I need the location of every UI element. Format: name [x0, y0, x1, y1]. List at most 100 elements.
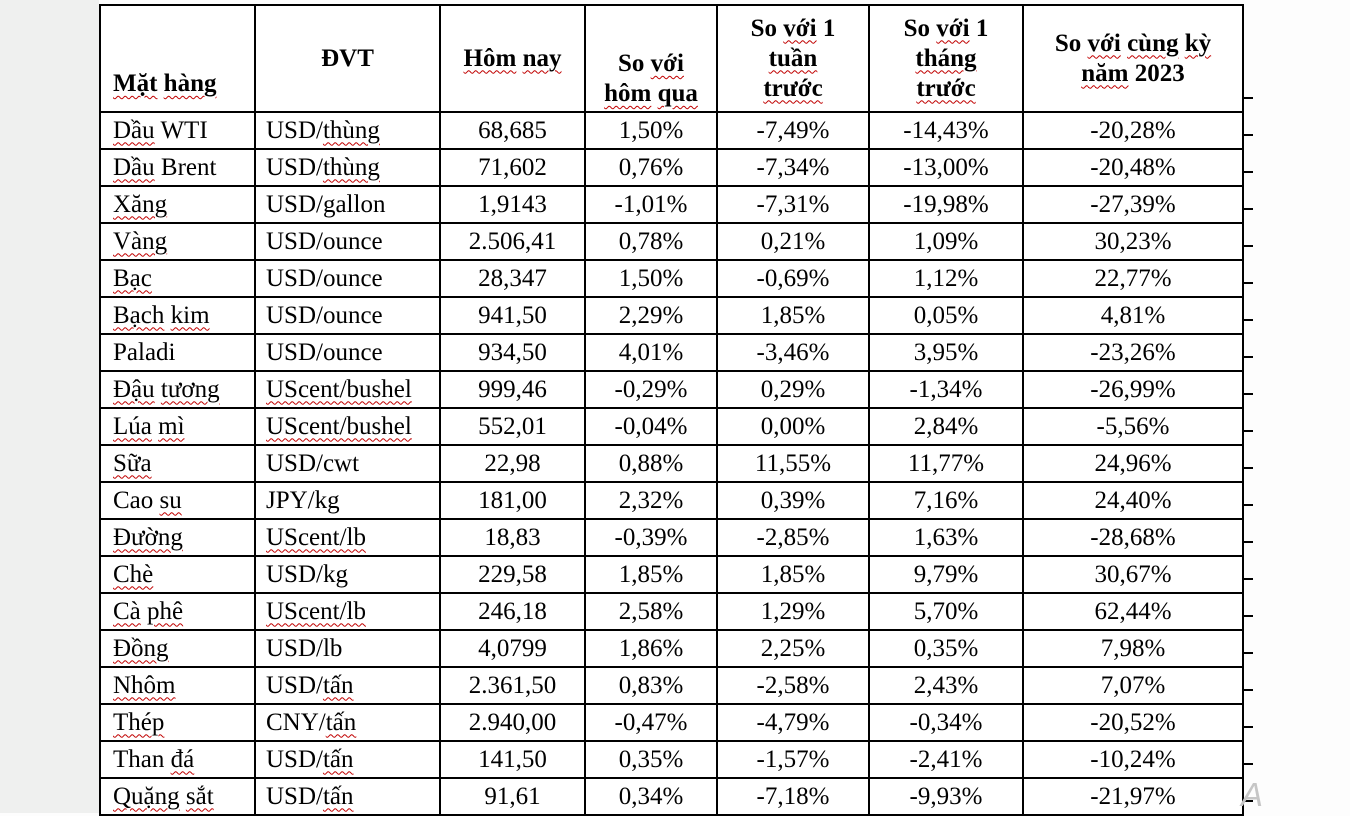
cell-vs-1-week: 0,21%	[716, 222, 870, 261]
cell-today: 181,00	[439, 481, 586, 520]
misspelled-word: su	[159, 486, 182, 514]
table-body: Dầu WTI USD/thùng 68,685 1,50% -7,49% -14,43%…	[99, 111, 1244, 816]
cell-today: 4,0799	[439, 629, 586, 668]
table-row: Nhôm USD/tấn 2.361,50 0,83% -2,58% 2,43% 7,07%	[99, 666, 1244, 705]
cell-commodity: Than đá	[99, 740, 256, 779]
cell-today: 28,347	[439, 259, 586, 298]
table-row: Vàng USD/ounce 2.506,41 0,78% 0,21% 1,09% 30,2…	[99, 222, 1244, 261]
misspelled-word: Vàng	[113, 227, 168, 255]
table-row: Đường UScent/lb 18,83 -0,39% -2,85% 1,63% -28,…	[99, 518, 1244, 557]
cell-vs-1-month: -0,34%	[868, 703, 1024, 742]
cell-today: 68,685	[439, 111, 586, 150]
cell-commodity: Bạc	[99, 259, 256, 298]
cell-vs-1-month: 11,77%	[868, 444, 1024, 483]
cell-today: 229,58	[439, 555, 586, 594]
cell-vs-1-week: 0,39%	[716, 481, 870, 520]
cell-vs-1-week: -4,79%	[716, 703, 870, 742]
cell-today: 2.506,41	[439, 222, 586, 261]
cell-vs-1-month: 1,09%	[868, 222, 1024, 261]
cell-unit: USD/tấn	[254, 740, 441, 779]
misspelled-word: Cà	[113, 597, 141, 625]
cell-vs-1-month: 0,35%	[868, 629, 1024, 668]
cell-commodity: Vàng	[99, 222, 256, 261]
cell-vs-1-week: -7,31%	[716, 185, 870, 224]
cell-today: 141,50	[439, 740, 586, 779]
cell-vs-2023: 4,81%	[1022, 296, 1244, 335]
misspelled-word: phê	[147, 597, 184, 625]
page-left-margin	[0, 0, 99, 813]
cell-commodity: Lúa mì	[99, 407, 256, 446]
cell-vs-yesterday: 0,78%	[584, 222, 718, 261]
misspelled-word: Lúa	[113, 412, 152, 440]
misspelled-word: Dầu	[113, 116, 155, 144]
cell-today: 246,18	[439, 592, 586, 631]
misspelled-word: Đậu	[113, 375, 155, 403]
misspelled-word: đá	[170, 745, 195, 773]
cell-vs-1-week: 0,29%	[716, 370, 870, 409]
cell-vs-1-month: 1,63%	[868, 518, 1024, 557]
misspelled-word: sắt	[185, 782, 214, 810]
misspelled-word: Quặng	[113, 782, 180, 810]
cell-vs-yesterday: 2,58%	[584, 592, 718, 631]
misspelled-word: với	[936, 14, 970, 42]
misspelled-word: nay	[522, 44, 562, 72]
cell-commodity: Paladi	[99, 333, 256, 372]
cell-commodity: Đường	[99, 518, 256, 557]
misspelled-word: mì	[158, 412, 185, 440]
cell-vs-1-month: 7,16%	[868, 481, 1024, 520]
cell-vs-2023: -23,26%	[1022, 333, 1244, 372]
cell-vs-2023: 24,40%	[1022, 481, 1244, 520]
col-header-vs-1-month: So với 1 tháng trước	[868, 4, 1024, 113]
cell-unit: USD/cwt	[254, 444, 441, 483]
cell-vs-1-month: 3,95%	[868, 333, 1024, 372]
cell-vs-yesterday: 1,85%	[584, 555, 718, 594]
cell-vs-1-week: 2,25%	[716, 629, 870, 668]
misspelled-word: với	[1087, 29, 1121, 57]
cell-vs-1-week: -0,69%	[716, 259, 870, 298]
cell-commodity: Đồng	[99, 629, 256, 668]
misspelled-word: tấn	[322, 745, 354, 773]
cell-vs-1-week: -2,58%	[716, 666, 870, 705]
misspelled-word: Nhôm	[113, 671, 176, 699]
misspelled-word: tấn	[325, 708, 357, 736]
misspelled-word: kim	[170, 301, 210, 329]
cell-unit: USD/thùng	[254, 111, 441, 150]
cell-vs-1-month: 0,05%	[868, 296, 1024, 335]
cell-commodity: Đậu tương	[99, 370, 256, 409]
cell-vs-2023: 24,96%	[1022, 444, 1244, 483]
misspelled-word: kỳ	[1184, 29, 1212, 57]
misspelled-word: Thép	[113, 708, 165, 736]
cell-vs-2023: 22,77%	[1022, 259, 1244, 298]
cell-vs-1-week: -7,34%	[716, 148, 870, 187]
cell-vs-1-week: 1,85%	[716, 555, 870, 594]
misspelled-word: Sữa	[113, 449, 152, 477]
cell-vs-2023: 7,98%	[1022, 629, 1244, 668]
cell-vs-2023: -20,28%	[1022, 111, 1244, 150]
cell-unit: UScent/bushel	[254, 370, 441, 409]
cell-today: 999,46	[439, 370, 586, 409]
cell-vs-1-month: 5,70%	[868, 592, 1024, 631]
misspelled-word: trước	[763, 74, 823, 102]
table-row: Quặng sắt USD/tấn 91,61 0,34% -7,18% -9,93% -2…	[99, 777, 1244, 816]
misspelled-word: tấn	[322, 671, 354, 699]
misspelled-word: UScent/lb	[266, 523, 366, 551]
cell-vs-2023: -28,68%	[1022, 518, 1244, 557]
cell-unit: UScent/bushel	[254, 407, 441, 446]
cell-vs-2023: 7,07%	[1022, 666, 1244, 705]
misspelled-word: hàng	[163, 70, 217, 97]
cell-unit: USD/ounce	[254, 222, 441, 261]
misspelled-word: UScent/bushel	[266, 412, 412, 440]
cell-vs-2023: 30,23%	[1022, 222, 1244, 261]
cell-commodity: Cao su	[99, 481, 256, 520]
cell-commodity: Xăng	[99, 185, 256, 224]
misspelled-word: tuần	[768, 44, 818, 72]
cell-vs-2023: -26,99%	[1022, 370, 1244, 409]
table-row: Lúa mì UScent/bushel 552,01 -0,04% 0,00% 2,84…	[99, 407, 1244, 446]
table-row: Bạc USD/ounce 28,347 1,50% -0,69% 1,12% 22,77%	[99, 259, 1244, 298]
cell-vs-1-month: -14,43%	[868, 111, 1024, 150]
cell-vs-1-month: -1,34%	[868, 370, 1024, 409]
cell-unit: USD/ounce	[254, 296, 441, 335]
cell-vs-2023: 62,44%	[1022, 592, 1244, 631]
misspelled-word: hôm	[604, 80, 652, 107]
cell-vs-yesterday: 0,76%	[584, 148, 718, 187]
